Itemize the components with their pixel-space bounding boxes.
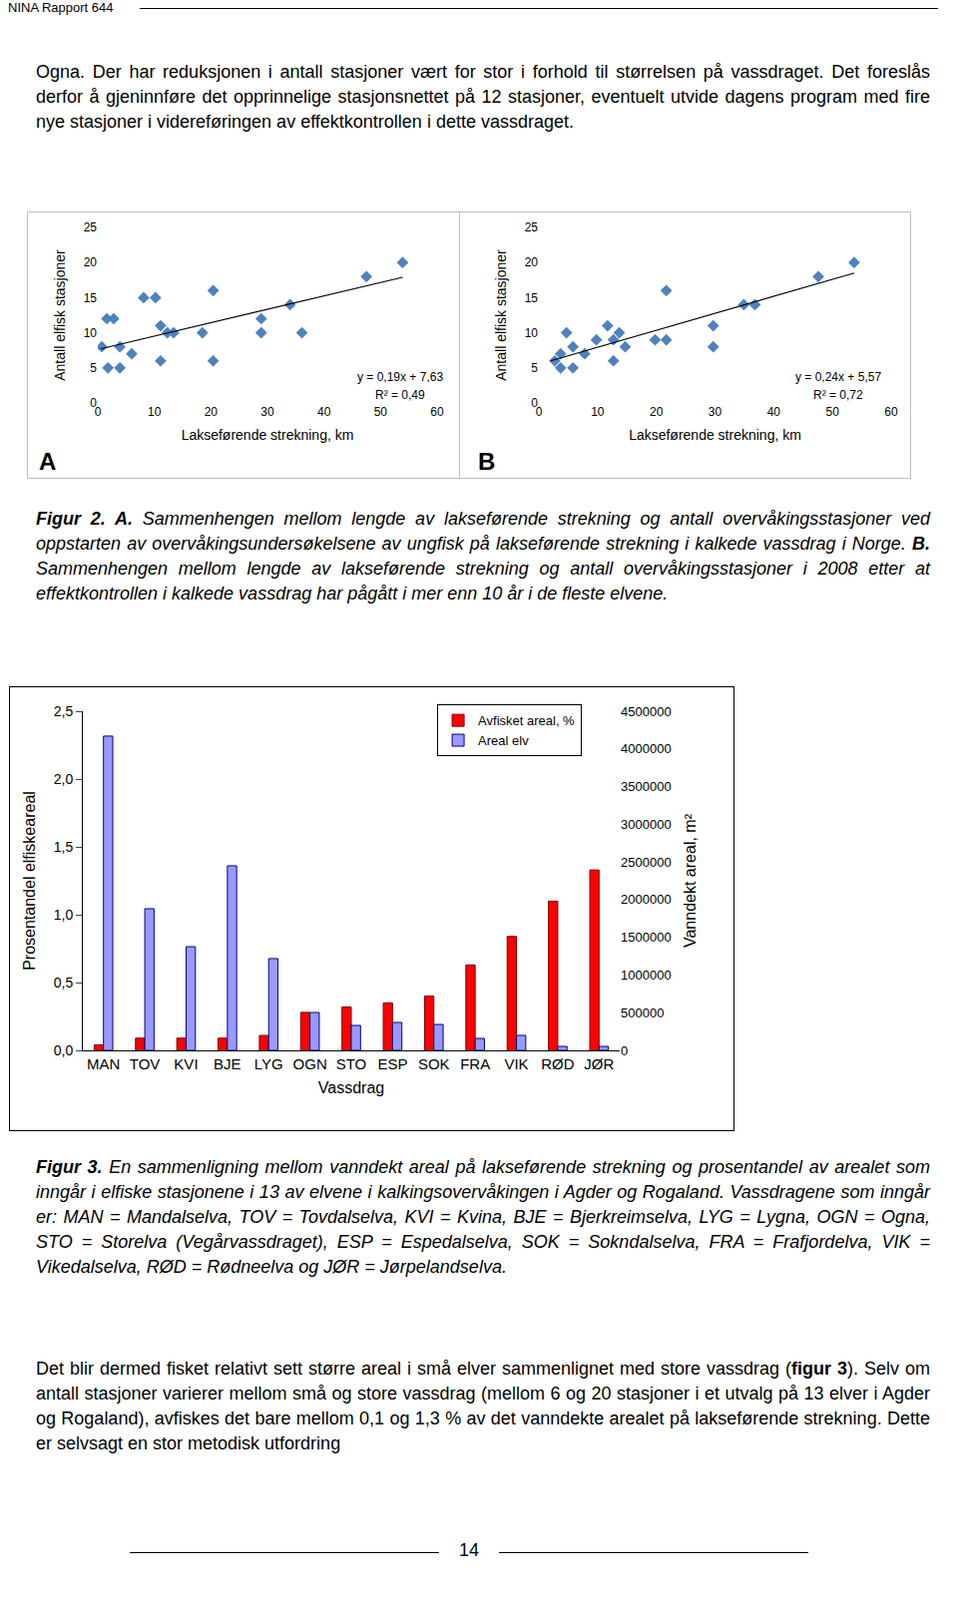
svg-text:R² = 0,72: R² = 0,72 [813, 388, 864, 403]
svg-text:3000000: 3000000 [620, 817, 672, 833]
svg-text:10: 10 [147, 405, 162, 420]
svg-text:60: 60 [430, 405, 445, 420]
svg-text:Prosentandel elfiskeareal: Prosentandel elfiskeareal [20, 791, 38, 971]
svg-text:Antall elfisk stasjoner: Antall elfisk stasjoner [51, 249, 68, 382]
html-text:Sammenhengen mellom lengde av: Sammenhengen mellom lengde av lakseføren… [35, 558, 931, 604]
svg-text:2000000: 2000000 [620, 892, 672, 908]
svg-text:20: 20 [524, 255, 539, 270]
svg-text:y = 0,19x + 7,63: y = 0,19x + 7,63 [357, 370, 444, 385]
svg-text:RØD: RØD [540, 1055, 575, 1073]
svg-text:ESP: ESP [377, 1055, 408, 1073]
svg-text:0: 0 [89, 396, 97, 411]
svg-text:Avfisket areal, %: Avfisket areal, % [478, 713, 575, 729]
svg-text:3500000: 3500000 [620, 779, 672, 795]
svg-text:1500000: 1500000 [620, 930, 672, 946]
svg-text:4500000: 4500000 [620, 704, 672, 720]
svg-text:Antall elfisk stasjoner: Antall elfisk stasjoner [492, 249, 509, 382]
svg-text:0,5: 0,5 [53, 974, 74, 991]
svg-text:1000000: 1000000 [620, 967, 672, 983]
html-text:Figur 3. En sammenligning mell: Figur 3. En sammenligning mellom vanndek… [35, 1157, 931, 1278]
svg-text:TOV: TOV [129, 1055, 161, 1073]
html-text:Det blir dermed fisket relativ: Det blir dermed fisket relativt sett stø… [35, 1359, 931, 1454]
svg-text:10: 10 [83, 326, 98, 341]
svg-text:5: 5 [89, 361, 97, 376]
svg-text:2,5: 2,5 [53, 703, 74, 720]
html-text:Ogna. Der har reduksjonen i an: Ogna. Der har reduksjonen i antall stasj… [35, 61, 931, 132]
svg-text:5: 5 [530, 361, 538, 376]
svg-text:OGN: OGN [293, 1055, 328, 1073]
svg-text:25: 25 [524, 220, 539, 235]
svg-text:500000: 500000 [620, 1005, 664, 1021]
svg-text:10: 10 [590, 405, 605, 420]
svg-text:STO: STO [336, 1055, 368, 1073]
svg-text:60: 60 [884, 405, 899, 420]
svg-text:BJE: BJE [213, 1055, 242, 1073]
svg-text:Vanndekt areal, m²: Vanndekt areal, m² [681, 813, 699, 949]
svg-text:40: 40 [767, 405, 782, 420]
svg-text:A: A [38, 448, 56, 476]
svg-text:15: 15 [524, 291, 539, 306]
html-text:NINA Rapport 644: NINA Rapport 644 [7, 0, 114, 15]
svg-text:4000000: 4000000 [620, 741, 672, 757]
svg-text:Lakseførende strekning, km: Lakseførende strekning, km [628, 427, 802, 444]
svg-text:25: 25 [83, 220, 98, 235]
svg-text:0: 0 [530, 396, 538, 411]
svg-text:y = 0,24x + 5,57: y = 0,24x + 5,57 [795, 370, 882, 385]
svg-text:2,0: 2,0 [53, 771, 74, 788]
html-text:Figur 2. A. Sammenhengen mello: Figur 2. A. Sammenhengen mellom lengde a… [35, 508, 931, 554]
svg-text:Vassdrag: Vassdrag [318, 1079, 385, 1097]
svg-text:LYG: LYG [254, 1055, 284, 1073]
svg-text:0,0: 0,0 [53, 1042, 74, 1059]
svg-text:50: 50 [825, 405, 840, 420]
svg-text:20: 20 [204, 405, 219, 420]
svg-text:VIK: VIK [503, 1055, 528, 1073]
svg-text:KVI: KVI [173, 1055, 198, 1073]
svg-text:R² = 0,49: R² = 0,49 [375, 388, 426, 403]
svg-text:0: 0 [535, 405, 543, 420]
svg-text:30: 30 [708, 405, 723, 420]
svg-text:Lakseførende strekning, km: Lakseførende strekning, km [181, 427, 355, 444]
svg-text:15: 15 [83, 291, 98, 306]
svg-text:FRA: FRA [460, 1055, 490, 1073]
svg-text:0: 0 [620, 1043, 628, 1059]
svg-text:20: 20 [649, 405, 664, 420]
svg-text:SOK: SOK [418, 1055, 451, 1073]
svg-text:B: B [478, 448, 495, 476]
svg-text:2500000: 2500000 [620, 855, 672, 871]
svg-text:30: 30 [260, 405, 275, 420]
html-text:14: 14 [459, 1540, 479, 1561]
svg-text:40: 40 [317, 405, 332, 420]
svg-text:MAN: MAN [86, 1055, 120, 1073]
svg-text:20: 20 [83, 255, 98, 270]
svg-text:Areal elv: Areal elv [478, 733, 529, 749]
svg-text:0: 0 [94, 405, 102, 420]
svg-text:50: 50 [374, 405, 389, 420]
svg-text:1,0: 1,0 [53, 907, 74, 924]
svg-text:1,5: 1,5 [53, 839, 74, 856]
svg-text:JØR: JØR [583, 1055, 614, 1073]
svg-text:10: 10 [524, 326, 539, 341]
